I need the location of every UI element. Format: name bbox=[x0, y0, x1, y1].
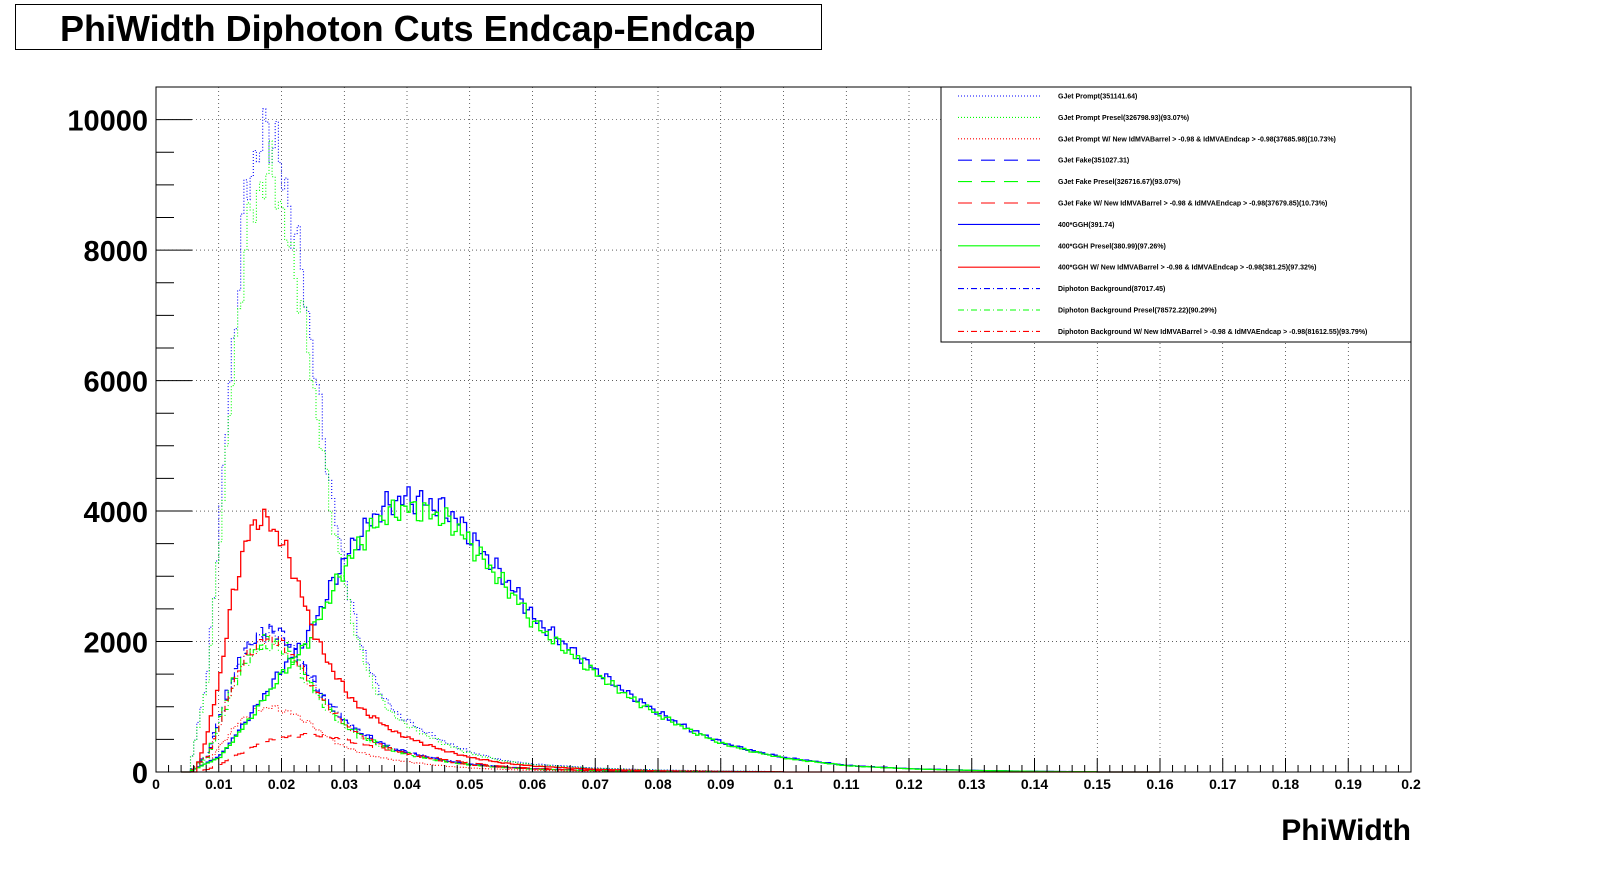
y-tick-label: 6000 bbox=[83, 367, 148, 399]
x-tick-label: 0.12 bbox=[895, 776, 922, 792]
x-tick-label: 0.01 bbox=[205, 776, 232, 792]
legend-entry: GJet Fake(351027.31) bbox=[1058, 158, 1129, 165]
legend-entry: GJet Prompt(351141.64) bbox=[1058, 94, 1137, 101]
series-line bbox=[181, 705, 1160, 773]
x-tick-label: 0.07 bbox=[582, 776, 609, 792]
series-line bbox=[181, 623, 1160, 773]
series-line bbox=[181, 486, 1160, 773]
x-tick-label: 0 bbox=[152, 776, 160, 792]
x-tick-label: 0.13 bbox=[958, 776, 985, 792]
x-tick-label: 0.17 bbox=[1209, 776, 1236, 792]
legend-entry: 400*GGH Presel(380.99)(97.26%) bbox=[1058, 243, 1166, 250]
y-tick-label: 4000 bbox=[83, 497, 148, 529]
x-tick-label: 0.11 bbox=[833, 776, 860, 792]
series-line bbox=[181, 508, 1160, 773]
chart-title-box: PhiWidth Diphoton Cuts Endcap-Endcap bbox=[15, 4, 822, 50]
y-tick-label: 10000 bbox=[67, 106, 148, 138]
legend-box bbox=[940, 86, 1412, 343]
series-line bbox=[181, 140, 1160, 773]
x-tick-label: 0.06 bbox=[519, 776, 546, 792]
x-tick-label: 0.02 bbox=[268, 776, 295, 792]
x-tick-label: 0.15 bbox=[1084, 776, 1111, 792]
x-tick-label: 0.19 bbox=[1335, 776, 1362, 792]
series-line bbox=[181, 641, 1160, 773]
series-line bbox=[181, 499, 1160, 773]
legend: GJet Prompt(351141.64) GJet Prompt Presel… bbox=[940, 86, 1412, 343]
y-tick-label: 8000 bbox=[83, 236, 148, 268]
x-tick-label: 0.09 bbox=[707, 776, 734, 792]
series-line bbox=[181, 635, 1160, 773]
x-tick-label: 0.2 bbox=[1401, 776, 1421, 792]
x-tick-label: 0.03 bbox=[331, 776, 358, 792]
x-tick-label: 0.04 bbox=[393, 776, 420, 792]
x-axis-label: PhiWidth bbox=[1281, 814, 1411, 847]
axes: 0 0.01 0.02 0.03 0.04 0.05 0.06 0.07 0.08 0.09 0.1… bbox=[67, 106, 1421, 792]
legend-entry: GJet Prompt W/ New IdMVABarrel > -0.98 &… bbox=[1058, 136, 1336, 143]
legend-entry: Diphoton Background W/ New IdMVABarrel >… bbox=[1058, 329, 1367, 336]
legend-entry: 400*GGH W/ New IdMVABarrel > -0.98 & IdM… bbox=[1058, 265, 1316, 272]
legend-entry: Diphoton Background Presel(78572.22)(90.… bbox=[1058, 308, 1217, 315]
x-tick-label: 0.05 bbox=[456, 776, 483, 792]
x-tick-label: 0.14 bbox=[1021, 776, 1048, 792]
y-tick-label: 2000 bbox=[83, 628, 148, 660]
series-line bbox=[181, 634, 1160, 773]
y-tick-label: 0 bbox=[132, 758, 148, 790]
legend-entry: GJet Prompt Presel(326798.93)(93.07%) bbox=[1058, 115, 1189, 122]
x-tick-label: 0.08 bbox=[644, 776, 671, 792]
legend-entry: Diphoton Background(87017.45) bbox=[1058, 286, 1165, 293]
x-tick-label: 0.18 bbox=[1272, 776, 1299, 792]
x-tick-label: 0.1 bbox=[774, 776, 794, 792]
legend-entry: 400*GGH(391.74) bbox=[1058, 222, 1114, 229]
legend-entry: GJet Fake W/ New IdMVABarrel > -0.98 & I… bbox=[1058, 201, 1327, 208]
chart-title: PhiWidth Diphoton Cuts Endcap-Endcap bbox=[60, 8, 756, 49]
legend-entry: GJet Fake Presel(326716.67)(93.07%) bbox=[1058, 179, 1181, 186]
series-line bbox=[181, 625, 1160, 773]
x-tick-label: 0.16 bbox=[1146, 776, 1173, 792]
